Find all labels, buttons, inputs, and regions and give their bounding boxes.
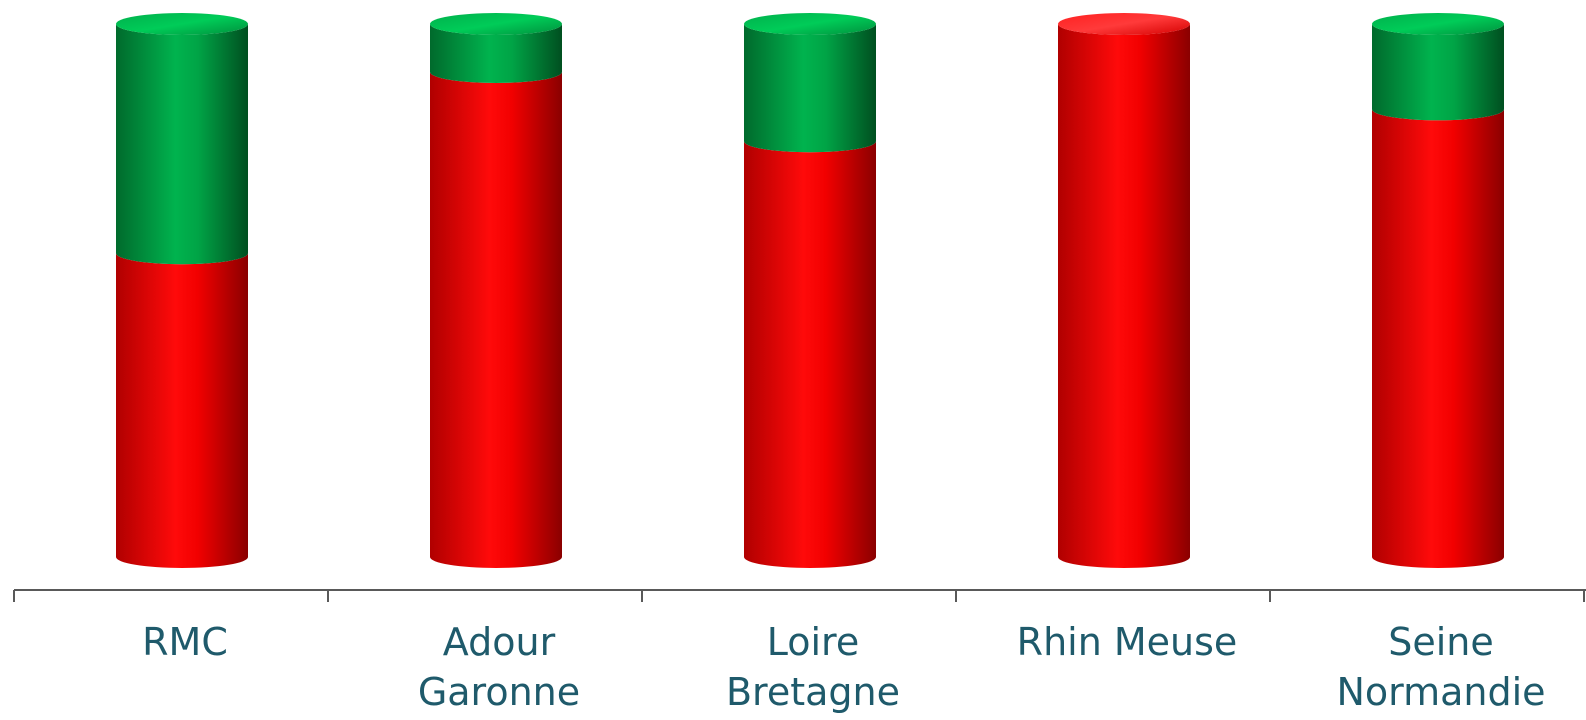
bar-group xyxy=(430,13,562,568)
bar-group xyxy=(1058,13,1190,568)
bar-segment-green xyxy=(116,24,248,265)
bar-top-cap xyxy=(744,13,876,35)
bar-top-cap xyxy=(116,13,248,35)
bars-layer xyxy=(116,13,1505,568)
x-tick-label: Loire Bretagne xyxy=(726,620,900,714)
bar-group xyxy=(744,13,876,568)
bar-segment-red xyxy=(744,141,876,568)
bar-segment-green xyxy=(430,24,562,83)
x-tick-label: RMC xyxy=(142,620,228,664)
bar-segment-red xyxy=(1058,24,1190,568)
bar-top-cap xyxy=(1058,13,1190,35)
bar-top-cap xyxy=(430,13,562,35)
bar-segment-red xyxy=(430,71,562,568)
bar-segment-green xyxy=(744,24,876,153)
bar-group xyxy=(116,13,248,568)
bar-group xyxy=(1372,13,1505,568)
category-labels: RMC Adour Garonne Loire Bretagne Rhin Meuse Se… xyxy=(142,620,1545,714)
x-axis xyxy=(13,589,1586,602)
x-tick-label: Rhin Meuse xyxy=(1017,620,1238,664)
x-tick-label: Adour Garonne xyxy=(418,620,580,714)
x-tick-label: Seine Normandie xyxy=(1336,620,1545,714)
bar-segment-red xyxy=(116,253,248,568)
bar-segment-red xyxy=(1372,109,1505,568)
bar-top-cap xyxy=(1372,13,1504,35)
bar-segment-green xyxy=(1372,24,1504,121)
